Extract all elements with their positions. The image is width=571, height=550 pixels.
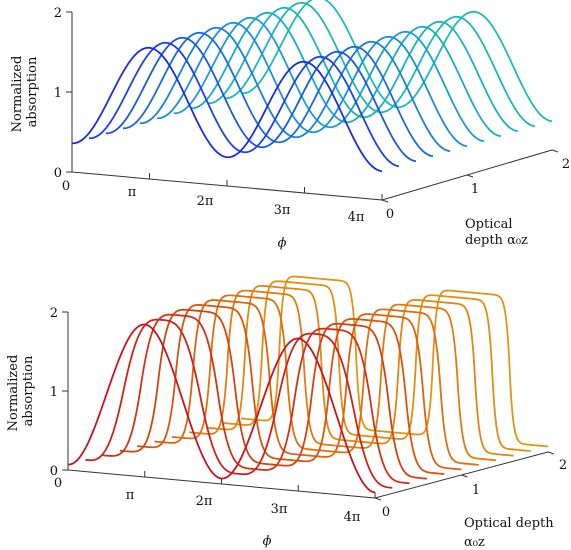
top-depth-tick-label: 0 — [386, 207, 394, 222]
top-depth-tick-mark — [466, 174, 474, 178]
top-depth-tick-label: 2 — [562, 157, 570, 172]
top-series-line — [88, 41, 400, 168]
bottom-depth-tick-mark — [461, 474, 468, 478]
top-x-axis-label: ϕ — [278, 236, 287, 251]
top-depth-axis-label: Optical depth α₀z — [465, 217, 528, 248]
bottom-x-tick-label: 0 — [54, 476, 62, 491]
bottom-series-line — [102, 313, 410, 485]
bottom-y-tick-label: 2 — [50, 306, 58, 321]
top-depth-tick-mark — [551, 149, 559, 153]
bottom-x-tick-label: π — [126, 488, 135, 503]
top-y-axis-label: Normalized absorption — [10, 52, 40, 133]
bottom-x-axis-label: ϕ — [263, 534, 272, 549]
top-x-tick-label: 3π — [274, 203, 291, 218]
top-series-line — [71, 46, 383, 173]
top-waterfall-chart: 0 1 2 0 π 2π 3π 4π 0 1 2 Normalized abso — [10, 0, 570, 251]
bottom-series-line — [137, 304, 445, 475]
bottom-x-tick-label: 4π — [344, 510, 361, 525]
bottom-depth-tick-mark — [374, 497, 382, 501]
top-y-tick-label: 2 — [54, 6, 62, 21]
bottom-series-line — [171, 294, 479, 466]
bottom-series-line — [85, 318, 393, 489]
bottom-depth-tick-label: 1 — [472, 483, 480, 498]
bottom-depth-tick-mark — [547, 451, 555, 455]
bottom-series-group — [67, 275, 549, 494]
top-series-line — [139, 26, 451, 153]
top-depth-tick-mark — [381, 199, 389, 203]
bottom-y-tick-label: 0 — [50, 464, 58, 479]
top-series-line — [105, 36, 417, 163]
bottom-x-tick-label: 2π — [196, 494, 213, 509]
bottom-depth-tick-label: 2 — [559, 458, 567, 473]
bottom-series-line — [240, 275, 549, 448]
top-x-tick-label: 4π — [348, 210, 365, 225]
bottom-y-axis-label: Normalized absorption — [6, 351, 36, 432]
top-depth-tick-label: 1 — [471, 182, 479, 197]
top-axes: 0 1 2 0 π 2π 3π 4π 0 1 2 Normalized abso — [10, 6, 570, 251]
top-series-line — [122, 31, 434, 158]
top-x-tick-label: 0 — [62, 179, 70, 194]
top-y-tick-label: 0 — [54, 166, 62, 181]
top-x-tick-label: 2π — [197, 194, 214, 209]
bottom-y-tick-label: 1 — [50, 385, 58, 400]
top-series-group — [71, 0, 553, 173]
bottom-series-line — [189, 289, 497, 462]
top-y-tick-label: 1 — [54, 86, 62, 101]
top-x-tick-label: π — [128, 185, 137, 200]
top-series-line — [156, 21, 468, 148]
bottom-depth-axis-label: Optical depth α₀z — [464, 516, 558, 550]
bottom-x-tick-label: 3π — [271, 502, 288, 517]
bottom-waterfall-chart: 0 1 2 0 π 2π 3π 4π 0 1 2 Normalized abso — [6, 275, 567, 550]
bottom-axes: 0 1 2 0 π 2π 3π 4π 0 1 2 Normalized abso — [6, 306, 567, 550]
bottom-series-line — [154, 299, 462, 471]
top-series-line — [173, 16, 485, 143]
bottom-series-line — [119, 308, 427, 480]
bottom-depth-tick-label: 0 — [382, 505, 390, 520]
bottom-series-line — [67, 323, 376, 494]
